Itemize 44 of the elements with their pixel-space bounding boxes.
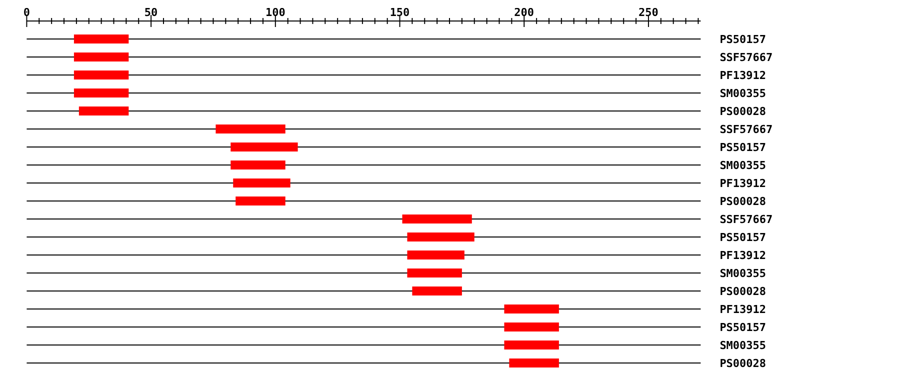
- bar: [74, 70, 129, 80]
- x-tick-label: 200: [514, 6, 534, 19]
- bar: [407, 250, 464, 260]
- bar: [74, 34, 129, 44]
- bar: [412, 286, 462, 296]
- y-tick-label: PF13912: [720, 303, 766, 316]
- bar: [74, 52, 129, 62]
- y-tick-label: SSF57667: [720, 51, 773, 64]
- bar: [504, 340, 559, 350]
- y-tick-label: SSF57667: [720, 213, 773, 226]
- bar: [216, 124, 286, 134]
- x-tick-label: 50: [144, 6, 158, 19]
- bar: [407, 268, 462, 278]
- bar: [504, 322, 559, 332]
- y-tick-label: SM00355: [720, 267, 766, 280]
- x-tick-label: 100: [265, 6, 286, 19]
- y-tick-label: PF13912: [720, 249, 766, 262]
- y-tick-label: PS00028: [720, 195, 766, 208]
- x-tick-label: 150: [390, 6, 410, 19]
- y-tick-label: SM00355: [720, 339, 766, 352]
- y-tick-label: PS50157: [720, 321, 766, 334]
- x-tick-label: 0: [23, 6, 30, 19]
- bar: [230, 160, 286, 170]
- y-tick-label: PS00028: [720, 357, 766, 370]
- bar: [233, 178, 290, 188]
- y-tick-label: PS50157: [720, 231, 766, 244]
- bar: [236, 196, 286, 206]
- bar: [74, 88, 129, 98]
- y-tick-label: PF13912: [720, 177, 766, 190]
- y-tick-label: PS00028: [720, 285, 766, 298]
- bar: [509, 358, 559, 368]
- y-tick-label: SSF57667: [720, 123, 773, 136]
- y-tick-label: PS50157: [720, 33, 766, 46]
- y-tick-label: SM00355: [720, 159, 766, 172]
- x-tick-label: 250: [638, 6, 658, 19]
- y-tick-label: PS00028: [720, 105, 766, 118]
- bar: [230, 142, 298, 152]
- bar: [402, 214, 472, 224]
- bar: [407, 232, 474, 242]
- y-tick-label: PF13912: [720, 69, 766, 82]
- bar: [78, 106, 129, 116]
- y-tick-label: PS50157: [720, 141, 766, 154]
- bar: [504, 304, 559, 314]
- y-tick-label: SM00355: [720, 87, 766, 100]
